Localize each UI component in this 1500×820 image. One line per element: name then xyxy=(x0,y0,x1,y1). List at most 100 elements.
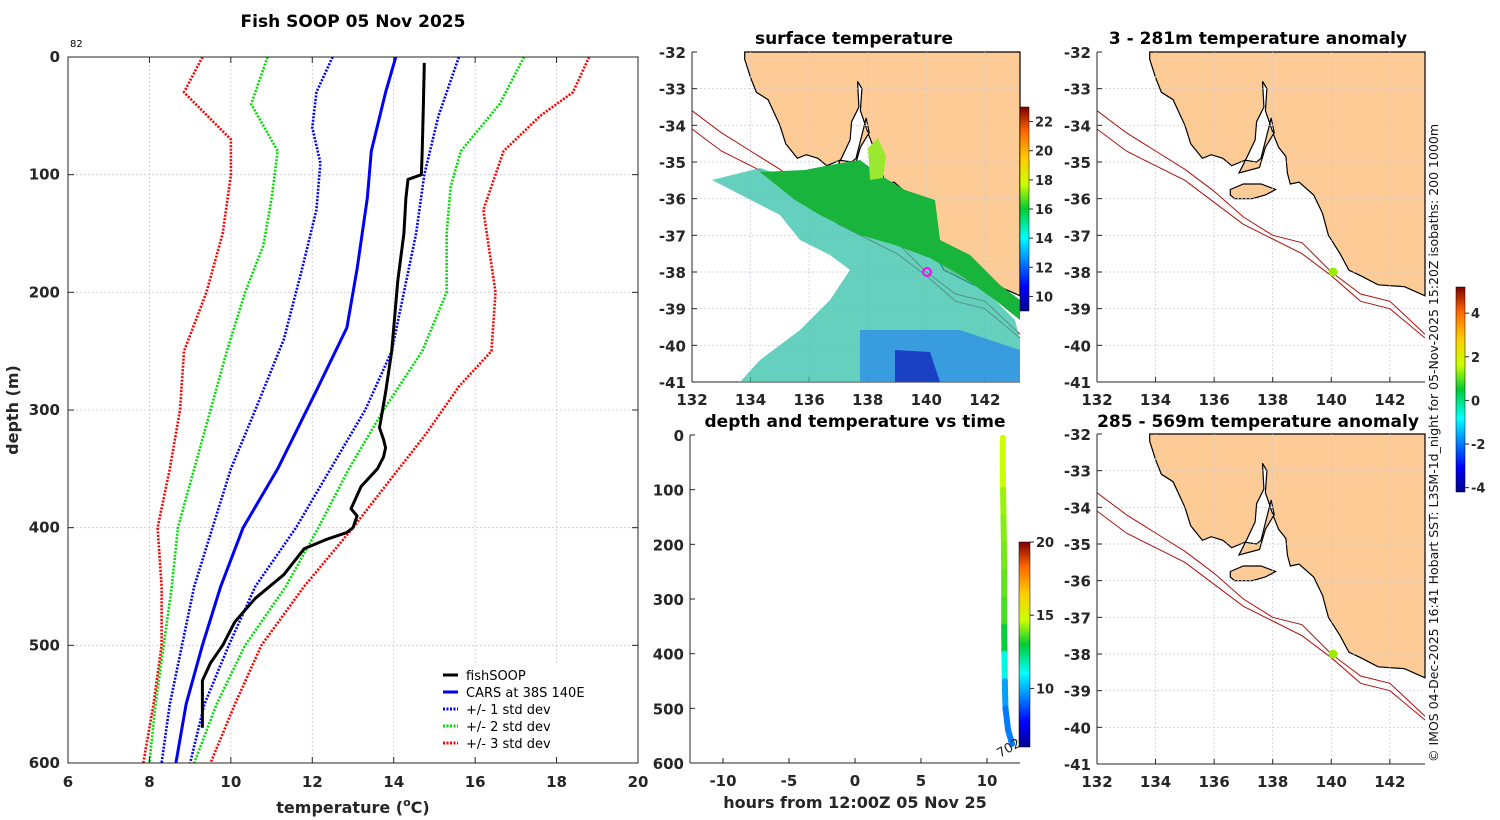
y-tick-label: 400 xyxy=(653,646,684,664)
depth-time-title: depth and temperature vs time xyxy=(705,412,1006,432)
sst-colorbar-ticks: 10 12 14 16 18 20 22 xyxy=(1029,116,1053,305)
anomaly-marker xyxy=(1328,649,1338,659)
lat-tick-label: -41 xyxy=(1064,374,1091,392)
anomaly-deep-title: 285 - 569m temperature anomaly xyxy=(1097,412,1419,432)
legend-label: CARS at 38S 140E xyxy=(466,686,585,701)
location-marker xyxy=(922,267,932,277)
sst-colorbar xyxy=(1019,106,1030,312)
y-tick-label: 600 xyxy=(653,755,684,773)
colorbar-tick-label: 2 xyxy=(1471,351,1480,366)
dt-y-ticks: 0 100 200 300 400 500 600 xyxy=(653,427,695,773)
lon-tick-label: 140 xyxy=(1316,391,1347,409)
x-tick-label: 20 xyxy=(628,773,649,791)
dt-x-label: hours from 12:00Z 05 Nov 25 xyxy=(723,793,986,812)
dt-colorbar-ticks: 10 15 20 xyxy=(1030,536,1054,697)
colorbar-tick-label: 16 xyxy=(1035,203,1053,218)
surface-temperature-map: surface temperature -32 -33 -34 -35 -36 -37 -3… xyxy=(659,29,1021,409)
lat-tick-label: -37 xyxy=(1064,609,1091,627)
land-mainland xyxy=(1149,51,1426,297)
lat-tick-label: -32 xyxy=(1064,426,1091,444)
land-island xyxy=(1229,565,1278,582)
legend-entry-cars: CARS at 38S 140E xyxy=(443,686,585,701)
lon-tick-label: 132 xyxy=(1081,391,1112,409)
series-fishsoop xyxy=(200,62,426,728)
legend-entry-2std: +/- 2 std dev xyxy=(443,720,551,735)
lat-tick-label: -39 xyxy=(659,301,686,319)
lon-tick-label: 134 xyxy=(735,391,766,409)
anomaly-map-shallow: 3 - 281m temperature anomaly -32 -33 -34 -3… xyxy=(1064,29,1426,409)
x-tick-label: -5 xyxy=(781,772,798,790)
isobath-line xyxy=(1096,128,1426,339)
lon-tick-label: 140 xyxy=(911,391,942,409)
colorbar-tick-label: 20 xyxy=(1035,145,1053,160)
lon-tick-label: 142 xyxy=(1374,391,1405,409)
colorbar-tick-label: 10 xyxy=(1035,290,1053,305)
series--3-std-dev xyxy=(142,57,233,763)
lat-tick-label: -36 xyxy=(1064,573,1091,591)
sst-offshore-patch xyxy=(712,168,1020,382)
x-tick-label: 5 xyxy=(916,772,926,790)
depth-time-points xyxy=(999,434,1016,747)
lat-tick-label: -37 xyxy=(1064,227,1091,245)
y-tick-label: 300 xyxy=(29,401,60,419)
lon-tick-label: 136 xyxy=(793,391,824,409)
legend-label: +/- 1 std dev xyxy=(466,703,551,718)
colorbar-tick-label: -4 xyxy=(1471,482,1485,497)
y-tick-label: 0 xyxy=(674,427,684,445)
lat-tick-label: -32 xyxy=(1064,44,1091,62)
lat-tick-label: -38 xyxy=(1064,646,1091,664)
series-cars-at-38s-140e xyxy=(174,57,398,763)
colorbar-tick-label: 18 xyxy=(1035,174,1053,189)
profile-annotation: 82 xyxy=(70,39,83,50)
lon-tick-label: 136 xyxy=(1198,391,1229,409)
x-tick-label: 16 xyxy=(465,773,486,791)
colorbar-tick-label: 0 xyxy=(1471,394,1480,409)
lon-tick-label: 136 xyxy=(1198,773,1229,791)
lon-tick-label: 138 xyxy=(1257,773,1288,791)
x-tick-label: 12 xyxy=(302,773,323,791)
dt-x-ticks: -10 -5 0 5 10 xyxy=(709,758,997,790)
lat-tick-label: -35 xyxy=(1064,154,1091,172)
lon-tick-label: 138 xyxy=(852,391,883,409)
lat-tick-label: -33 xyxy=(1064,81,1091,99)
series--2-std-dev xyxy=(148,57,280,763)
lat-tick-label: -32 xyxy=(659,44,686,62)
y-tick-label: 600 xyxy=(29,754,60,772)
legend-entry-fishsoop: fishSOOP xyxy=(443,669,526,684)
lat-tick-label: -37 xyxy=(659,227,686,245)
lon-tick-label: 134 xyxy=(1140,773,1171,791)
colorbar-tick-label: 10 xyxy=(1036,682,1054,697)
colorbar-tick-label: 12 xyxy=(1035,261,1053,276)
colorbar-tick-label: 4 xyxy=(1471,307,1480,322)
isobath-line xyxy=(1096,110,1426,335)
legend-label: +/- 2 std dev xyxy=(466,720,551,735)
anomaly-shallow-title: 3 - 281m temperature anomaly xyxy=(1109,29,1407,49)
profile-y-label: depth (m) xyxy=(3,365,22,455)
lat-tick-label: -34 xyxy=(1064,117,1091,135)
lon-tick-label: 142 xyxy=(969,391,1000,409)
x-tick-label: 8 xyxy=(144,773,154,791)
colorbar-tick-label: 22 xyxy=(1035,116,1053,131)
lat-tick-label: -36 xyxy=(1064,191,1091,209)
x-tick-label: 0 xyxy=(850,772,860,790)
surface-map-title: surface temperature xyxy=(755,29,953,49)
lat-tick-label: -40 xyxy=(659,337,686,355)
series--3-std-dev xyxy=(209,57,591,763)
profile-y-ticks: 0 100 200 300 400 500 600 xyxy=(29,48,638,772)
depth-time-point xyxy=(1001,678,1009,712)
profile-title: Fish SOOP 05 Nov 2025 xyxy=(241,12,466,32)
x-tick-label: 10 xyxy=(220,773,241,791)
sst-shelf-patch xyxy=(760,160,1020,320)
y-tick-label: 0 xyxy=(50,48,60,66)
x-tick-label: 6 xyxy=(63,773,73,791)
lat-tick-label: -35 xyxy=(1064,536,1091,554)
sst-field xyxy=(712,138,1020,382)
profile-series xyxy=(142,57,591,763)
lon-tick-label: 142 xyxy=(1374,773,1405,791)
legend-entry-1std: +/- 1 std dev xyxy=(443,703,551,718)
anomaly-colorbar xyxy=(1455,286,1466,493)
x-tick-label: 10 xyxy=(977,772,998,790)
x-tick-label: 14 xyxy=(383,773,404,791)
